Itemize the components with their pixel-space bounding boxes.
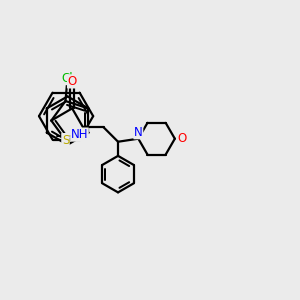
Text: Cl: Cl — [61, 72, 73, 85]
Text: O: O — [178, 132, 187, 145]
Text: NH: NH — [71, 128, 88, 141]
Text: O: O — [68, 75, 77, 88]
Text: S: S — [62, 134, 69, 147]
Text: N: N — [134, 126, 143, 139]
